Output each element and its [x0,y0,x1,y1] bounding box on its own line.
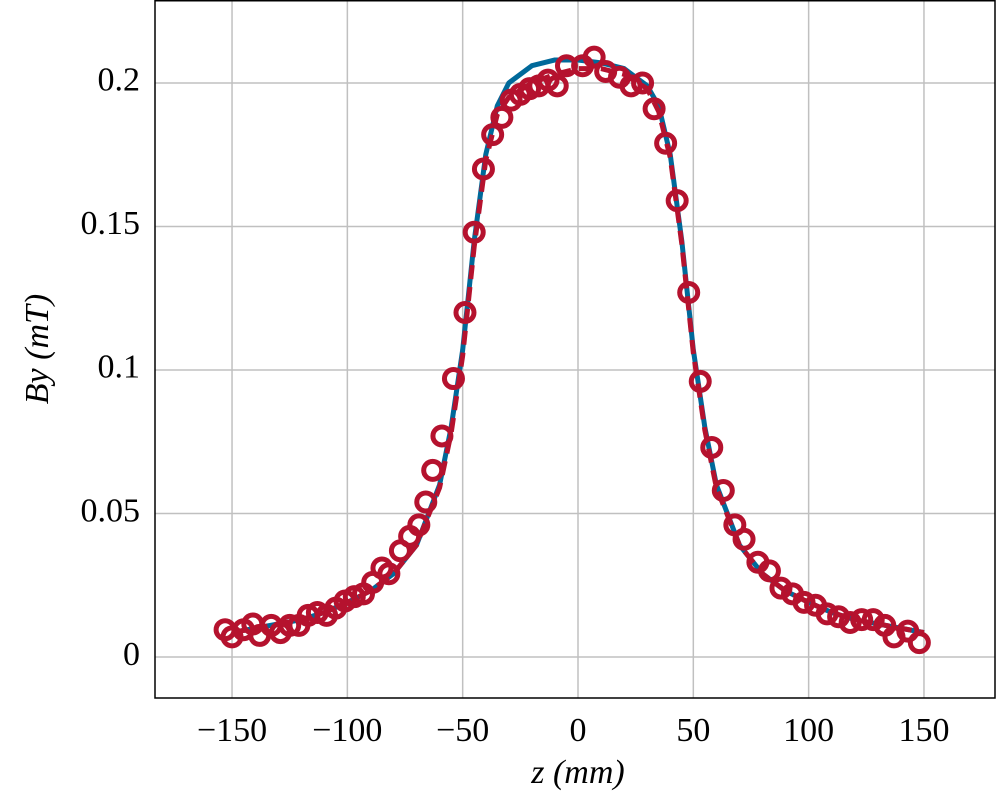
data-point [421,458,445,482]
plot-area [213,45,931,655]
data-point [278,613,302,637]
data-point [792,590,816,614]
data-point [462,220,486,244]
data-point [838,611,862,635]
data-point [907,631,931,655]
data-point [827,605,851,629]
x-tick-label: 100 [783,712,834,749]
data-point [619,74,643,98]
data-point [377,562,401,586]
y-tick-label: 0.1 [98,349,141,386]
data-point [688,369,712,393]
y-axis-label: By (mT) [19,294,56,404]
x-tick-label: −100 [312,712,382,749]
data-point [430,424,454,448]
y-tick-label: 0.2 [98,62,141,99]
x-axis-label: z (mm) [530,754,624,791]
data-point [453,301,477,325]
data-point [700,435,724,459]
data-point [631,71,655,95]
y-tick-label: 0.05 [81,492,141,529]
data-point [896,619,920,643]
data-point [757,559,781,583]
data-point [407,513,431,537]
data-point [471,157,495,181]
data-point [642,97,666,121]
data-point [861,608,885,632]
data-point [815,602,839,626]
data-point [677,280,701,304]
data-point [481,123,505,147]
data-point [732,527,756,551]
x-tick-label: 0 [569,712,586,749]
data-point [665,189,689,213]
data-point [545,74,569,98]
y-tick-label: 0 [123,636,140,673]
data-point [654,131,678,155]
x-tick-label: −150 [197,712,267,749]
plot-frame [154,0,996,699]
data-point [582,45,606,69]
data-point [769,576,793,600]
data-point [414,490,438,514]
data-point [490,105,514,129]
data-point [711,478,735,502]
x-tick-label: 50 [676,712,710,749]
data-point [441,367,465,391]
data-point [850,608,874,632]
x-tick-label: 150 [898,712,949,749]
x-tick-label: −50 [436,712,489,749]
y-tick-label: 0.15 [81,205,141,242]
